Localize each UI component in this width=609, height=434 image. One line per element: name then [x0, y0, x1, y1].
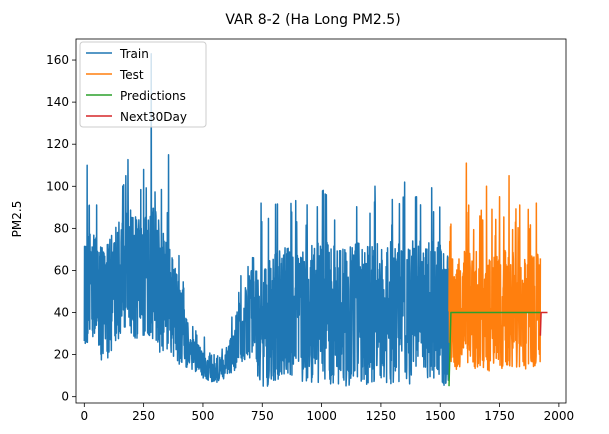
- y-tick-label: 100: [46, 179, 69, 193]
- series-line-train: [83, 52, 450, 387]
- x-tick-label: 250: [132, 409, 155, 423]
- y-tick-label: 80: [54, 221, 69, 235]
- series-line-test: [448, 162, 542, 372]
- y-axis-label: PM2.5: [10, 201, 24, 238]
- y-tick-label: 140: [46, 95, 69, 109]
- y-tick-label: 0: [61, 390, 69, 404]
- legend: Train Test Predictions Next30Day: [79, 41, 207, 128]
- axes-layer: 0 250 500 750 1000 1250 1500 1750 2000 0 20 40 60 80 1…: [46, 38, 575, 423]
- x-tick-label: 1750: [484, 409, 515, 423]
- series-line-next30day: [539, 311, 548, 336]
- legend-box: [79, 41, 207, 128]
- plot-frame: [75, 38, 567, 404]
- x-tick-label: 1250: [366, 409, 397, 423]
- y-tick-label: 60: [54, 263, 69, 277]
- legend-label-train: Train: [119, 47, 149, 61]
- x-tick-label: 1000: [306, 409, 337, 423]
- y-tick-label: 160: [46, 53, 69, 67]
- x-tick-label: 500: [191, 409, 214, 423]
- x-tick-label: 2000: [544, 409, 575, 423]
- x-tick-label: 750: [251, 409, 274, 423]
- legend-label-test: Test: [119, 68, 144, 82]
- x-tick-label: 0: [80, 409, 88, 423]
- legend-label-predictions: Predictions: [120, 89, 186, 103]
- series-line-predictions: [448, 311, 541, 387]
- y-tick-label: 40: [54, 306, 69, 320]
- series-layer: [83, 52, 548, 387]
- chart-title: VAR 8-2 (Ha Long PM2.5): [225, 12, 400, 28]
- y-tick-label: 120: [46, 137, 69, 151]
- y-tick-label: 20: [54, 348, 69, 362]
- x-tick-label: 1500: [425, 409, 456, 423]
- legend-label-next30day: Next30Day: [120, 110, 187, 124]
